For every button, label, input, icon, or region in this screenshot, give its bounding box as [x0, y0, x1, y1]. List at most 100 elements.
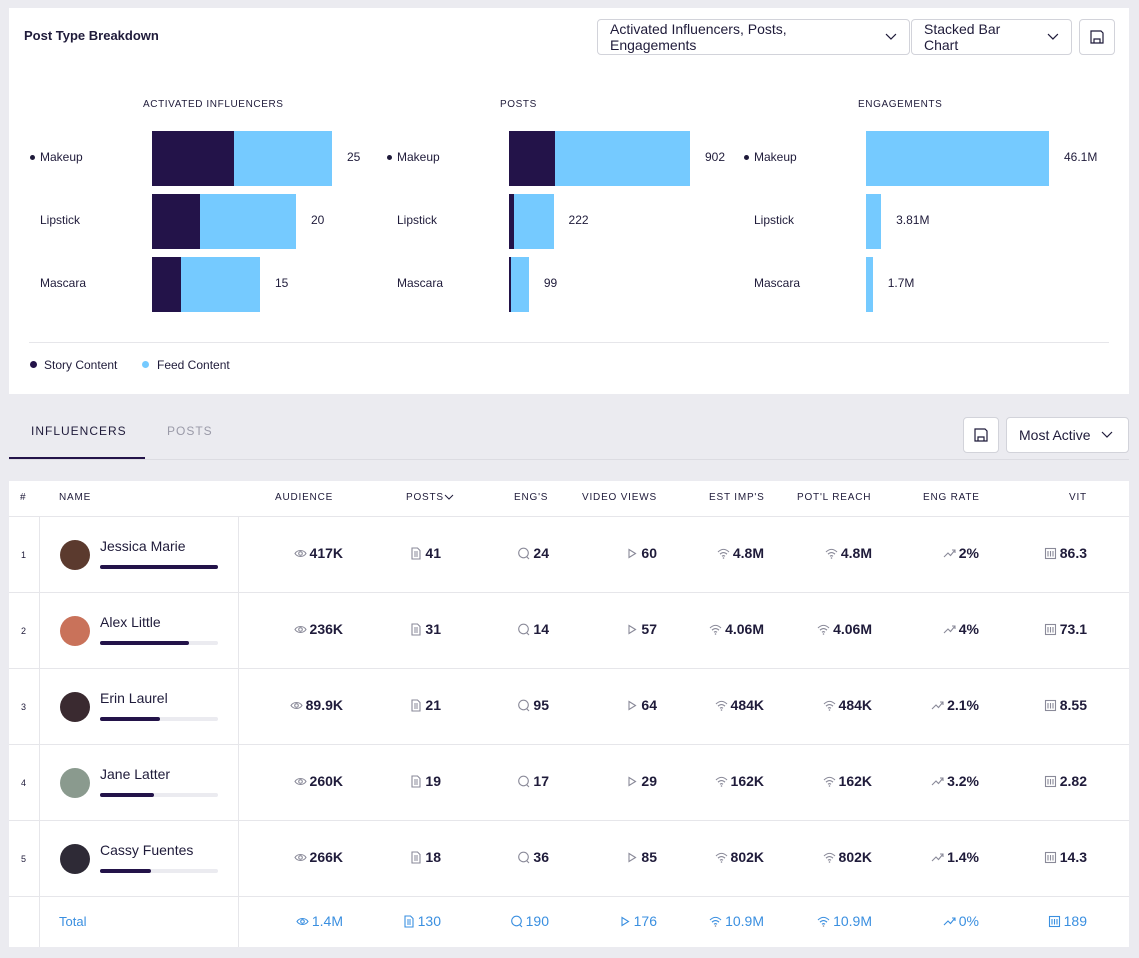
influencer-name[interactable]: Cassy Fuentes	[100, 842, 194, 858]
category-label-mascara[interactable]: Mascara	[754, 276, 801, 290]
comment-icon	[518, 699, 530, 711]
save-icon	[974, 428, 988, 442]
cell-vit: 2.82	[1044, 773, 1087, 789]
activity-bar-fill	[100, 717, 161, 721]
header-vit[interactable]: VIT	[1069, 492, 1087, 503]
bar-segment-story[interactable]	[509, 131, 556, 186]
chart-title: ACTIVATED INFLUENCERS	[143, 99, 284, 110]
table-row[interactable]: 4 Jane Latter 260K 19 17 29 162K 162K 3.2% 2.82	[9, 744, 1129, 820]
document-icon	[404, 914, 414, 928]
save-table-button[interactable]	[963, 417, 999, 453]
table-row[interactable]: 2 Alex Little 236K 31 14 57 4.06M 4.06M 4% 73.1	[9, 592, 1129, 668]
chart-box-icon	[1044, 699, 1056, 711]
eye-icon	[293, 777, 307, 785]
card-title: Post Type Breakdown	[24, 28, 159, 43]
bar-segment-feed[interactable]	[866, 194, 882, 249]
header-engs[interactable]: ENG'S	[514, 492, 549, 503]
category-label-makeup[interactable]: Makeup	[397, 150, 440, 164]
bar-segment-story[interactable]	[152, 131, 235, 186]
avatar[interactable]	[60, 768, 90, 798]
selected-category-dot	[744, 155, 749, 160]
header-est-imps[interactable]: EST IMP'S	[709, 492, 765, 503]
bar-mascara[interactable]	[152, 257, 260, 312]
avatar[interactable]	[60, 540, 90, 570]
bar-segment-feed[interactable]	[199, 194, 296, 249]
bar-segment-feed[interactable]	[866, 131, 1049, 186]
table-row[interactable]: 1 Jessica Marie 417K 41 24 60 4.8M 4.8M 2% 86.3	[9, 516, 1129, 592]
bar-value-label: 1.7M	[887, 276, 915, 290]
header-audience[interactable]: AUDIENCE	[275, 492, 334, 503]
cell-value: 4%	[958, 621, 979, 637]
cell-value: 3.2%	[947, 773, 979, 789]
header-video-views[interactable]: VIDEO VIEWS	[582, 492, 657, 503]
bar-segment-feed[interactable]	[514, 194, 554, 249]
influencer-name[interactable]: Jane Latter	[100, 766, 171, 782]
category-label-makeup[interactable]: Makeup	[40, 150, 83, 164]
chart-box-icon	[1044, 547, 1056, 559]
bar-segment-story[interactable]	[152, 194, 200, 249]
document-icon	[411, 774, 421, 788]
category-label-lipstick[interactable]: Lipstick	[754, 213, 795, 227]
category-label-lipstick[interactable]: Lipstick	[40, 213, 81, 227]
avatar[interactable]	[60, 844, 90, 874]
bar-lipstick[interactable]	[152, 194, 296, 249]
cell-value: 417K	[309, 545, 343, 561]
avatar[interactable]	[60, 692, 90, 722]
tab-influencers[interactable]: INFLUENCERS	[31, 424, 127, 438]
bar-segment-feed[interactable]	[866, 257, 873, 312]
document-icon	[411, 850, 421, 864]
wifi-icon	[717, 548, 730, 559]
bar-segment-feed[interactable]	[555, 131, 690, 186]
chart-type-dropdown[interactable]: Stacked Bar Chart	[911, 19, 1072, 55]
eye-icon	[289, 701, 303, 709]
bar-mascara[interactable]	[509, 257, 529, 312]
bar-segment-story[interactable]	[509, 257, 512, 312]
selected-category-dot	[30, 155, 35, 160]
cell-value: 64	[641, 697, 657, 713]
bar-segment-feed[interactable]	[511, 257, 529, 312]
header-name[interactable]: NAME	[59, 492, 92, 503]
trend-up-icon	[931, 852, 944, 861]
category-label-mascara[interactable]: Mascara	[40, 276, 87, 290]
cell-value: 89.9K	[305, 697, 343, 713]
bar-lipstick[interactable]	[509, 194, 554, 249]
wifi-icon	[709, 916, 722, 927]
bar-segment-feed[interactable]	[234, 131, 332, 186]
category-label-makeup[interactable]: Makeup	[754, 150, 797, 164]
sort-dropdown[interactable]: Most Active	[1006, 417, 1129, 453]
save-icon	[1090, 30, 1104, 44]
bar-value-label: 99	[543, 276, 558, 290]
influencer-name[interactable]: Alex Little	[100, 614, 161, 630]
comment-icon	[518, 851, 530, 863]
tab-posts[interactable]: POSTS	[167, 424, 213, 438]
metrics-dropdown[interactable]: Activated Influencers, Posts, Engagement…	[597, 19, 910, 55]
bar-segment-feed[interactable]	[180, 257, 260, 312]
cell-video-views: 176	[618, 913, 657, 929]
cell-value: 60	[641, 545, 657, 561]
bar-mascara[interactable]	[866, 257, 873, 312]
bar-segment-story[interactable]	[152, 257, 181, 312]
table-row[interactable]: 5 Cassy Fuentes 266K 18 36 85 802K 802K 1.4% 14.3	[9, 820, 1129, 896]
header-posts[interactable]: POSTS	[406, 492, 454, 503]
bar-makeup[interactable]	[509, 131, 690, 186]
category-label-lipstick[interactable]: Lipstick	[397, 213, 438, 227]
cell-value: 2.82	[1059, 773, 1087, 789]
bar-makeup[interactable]	[152, 131, 332, 186]
cell-eng-rate: 0%	[943, 913, 979, 929]
category-label-mascara[interactable]: Mascara	[397, 276, 444, 290]
table-row[interactable]: 3 Erin Laurel 89.9K 21 95 64 484K 484K 2.1% 8.55	[9, 668, 1129, 744]
header-potl-reach[interactable]: POT'L REACH	[797, 492, 872, 503]
trend-up-icon	[943, 624, 956, 633]
wifi-icon	[825, 548, 838, 559]
bar-makeup[interactable]	[866, 131, 1049, 186]
avatar[interactable]	[60, 616, 90, 646]
bar-lipstick[interactable]	[866, 194, 882, 249]
bar-segment-story[interactable]	[509, 194, 515, 249]
save-chart-button[interactable]	[1079, 19, 1115, 55]
column-divider	[39, 669, 40, 744]
header-eng-rate[interactable]: ENG RATE	[923, 492, 980, 503]
trend-up-icon	[931, 776, 944, 785]
wifi-icon	[817, 624, 830, 635]
influencer-name[interactable]: Jessica Marie	[100, 538, 186, 554]
influencer-name[interactable]: Erin Laurel	[100, 690, 168, 706]
